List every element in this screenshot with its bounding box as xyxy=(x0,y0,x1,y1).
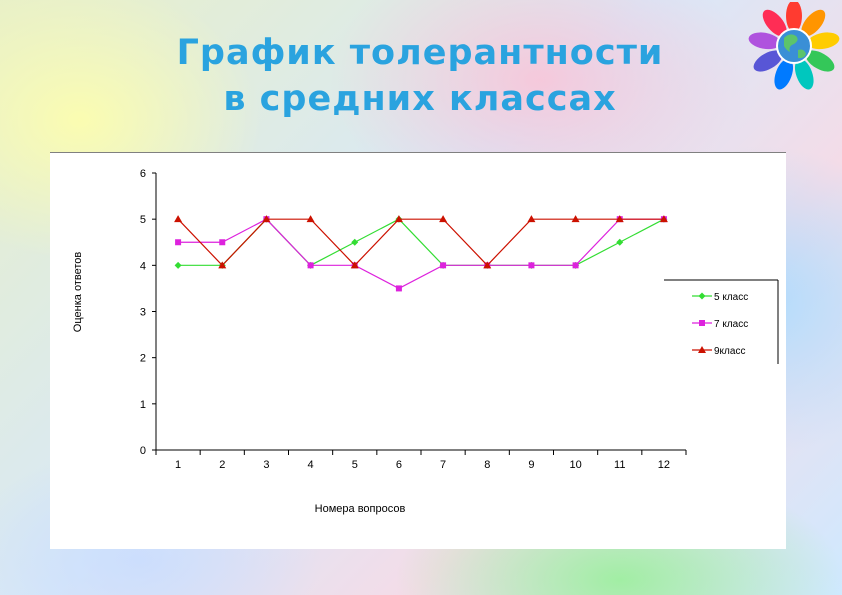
y-tick-label: 1 xyxy=(140,399,146,411)
data-point xyxy=(262,215,271,223)
x-tick-label: 2 xyxy=(219,459,225,471)
data-point xyxy=(483,261,492,269)
data-point xyxy=(175,239,182,246)
legend-marker xyxy=(698,346,706,353)
legend-label: 7 класс xyxy=(714,319,748,330)
legend-item: 5 класс xyxy=(692,292,748,303)
y-tick-label: 0 xyxy=(140,445,146,457)
x-tick-label: 5 xyxy=(352,459,358,471)
data-point xyxy=(440,262,447,269)
data-point xyxy=(174,215,183,223)
x-tick-label: 8 xyxy=(484,459,490,471)
series-1 xyxy=(174,215,668,269)
y-axis-title: Оценка ответов xyxy=(72,252,84,333)
x-tick-label: 1 xyxy=(175,459,181,471)
data-point xyxy=(395,285,402,292)
title-line-2: в средних классах xyxy=(223,79,617,119)
legend-marker xyxy=(699,320,705,326)
hands-globe-icon xyxy=(748,0,840,90)
data-point xyxy=(571,215,580,223)
x-tick-label: 6 xyxy=(396,459,402,471)
legend-box xyxy=(664,280,778,364)
series-line xyxy=(177,218,664,267)
x-tick-label: 3 xyxy=(263,459,269,471)
data-point xyxy=(219,239,226,246)
x-tick-label: 12 xyxy=(658,459,670,471)
series-line xyxy=(178,218,665,267)
data-point xyxy=(350,261,359,269)
data-point xyxy=(659,215,668,223)
y-tick-label: 2 xyxy=(140,353,146,365)
data-point xyxy=(394,215,403,223)
data-point xyxy=(351,238,359,246)
data-point xyxy=(572,262,579,269)
data-point xyxy=(439,215,448,223)
series-line xyxy=(178,218,664,290)
data-point xyxy=(616,238,624,246)
y-tick-label: 6 xyxy=(140,168,146,180)
legend-marker xyxy=(698,292,706,300)
data-point xyxy=(307,262,314,269)
x-tick-label: 4 xyxy=(308,459,314,471)
series-3 xyxy=(174,215,668,269)
title-line-1: График толерантности xyxy=(176,33,664,73)
slide-title: График толерантности в средних классах xyxy=(120,30,720,122)
y-tick-label: 4 xyxy=(140,260,146,272)
y-tick-label: 5 xyxy=(140,214,146,226)
data-point xyxy=(306,215,315,223)
hands-ring xyxy=(748,0,840,90)
data-point xyxy=(528,262,535,269)
data-point xyxy=(218,261,227,269)
x-axis-title: Номера вопросов xyxy=(315,503,406,515)
legend-label: 5 класс xyxy=(714,292,748,303)
series-2 xyxy=(175,216,667,292)
data-point xyxy=(527,215,536,223)
y-tick-label: 3 xyxy=(140,307,146,319)
x-tick-label: 9 xyxy=(528,459,534,471)
legend-item: 7 класс xyxy=(692,319,748,330)
x-tick-label: 11 xyxy=(614,459,625,471)
x-tick-label: 7 xyxy=(440,459,446,471)
legend-item: 9класс xyxy=(692,346,745,357)
chart-panel: 0 1 2 3 4 5 6 1 2 3 4 5 6 7 8 9 10 11 12 5 класс 7 класс 9кл… xyxy=(50,152,786,549)
data-point xyxy=(615,215,624,223)
x-tick-label: 10 xyxy=(569,459,581,471)
data-point xyxy=(174,261,182,269)
legend-label: 9класс xyxy=(714,346,745,357)
